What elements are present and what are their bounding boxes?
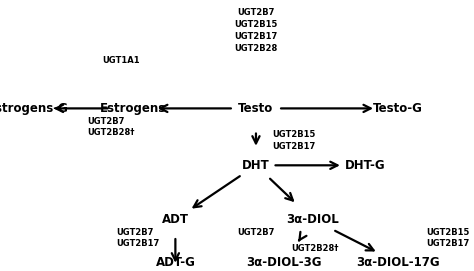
- Text: 3α-DIOL-3G: 3α-DIOL-3G: [246, 256, 322, 269]
- Text: UGT2B7: UGT2B7: [237, 228, 274, 237]
- Text: UGT2B15
UGT2B17: UGT2B15 UGT2B17: [273, 130, 316, 151]
- Text: ADT-G: ADT-G: [155, 256, 195, 269]
- Text: Testo: Testo: [238, 102, 273, 115]
- Text: UGT2B7
UGT2B28†: UGT2B7 UGT2B28†: [88, 117, 135, 137]
- Text: 3α-DIOL-17G: 3α-DIOL-17G: [356, 256, 440, 269]
- Text: UGT2B7
UGT2B17: UGT2B7 UGT2B17: [116, 228, 159, 249]
- Text: UGT2B15
UGT2B17: UGT2B15 UGT2B17: [426, 228, 469, 249]
- Text: UGT2B28†: UGT2B28†: [292, 244, 339, 253]
- Text: Estrogens: Estrogens: [100, 102, 166, 115]
- Text: UGT1A1: UGT1A1: [102, 56, 139, 65]
- Text: DHT-G: DHT-G: [345, 159, 385, 172]
- Text: Testo-G: Testo-G: [373, 102, 423, 115]
- Text: ADT: ADT: [162, 213, 189, 226]
- Text: DHT: DHT: [242, 159, 270, 172]
- Text: 3α-DIOL: 3α-DIOL: [286, 213, 339, 226]
- Text: Estrogens-G: Estrogens-G: [0, 102, 69, 115]
- Text: UGT2B7
UGT2B15
UGT2B17
UGT2B28: UGT2B7 UGT2B15 UGT2B17 UGT2B28: [234, 8, 278, 53]
